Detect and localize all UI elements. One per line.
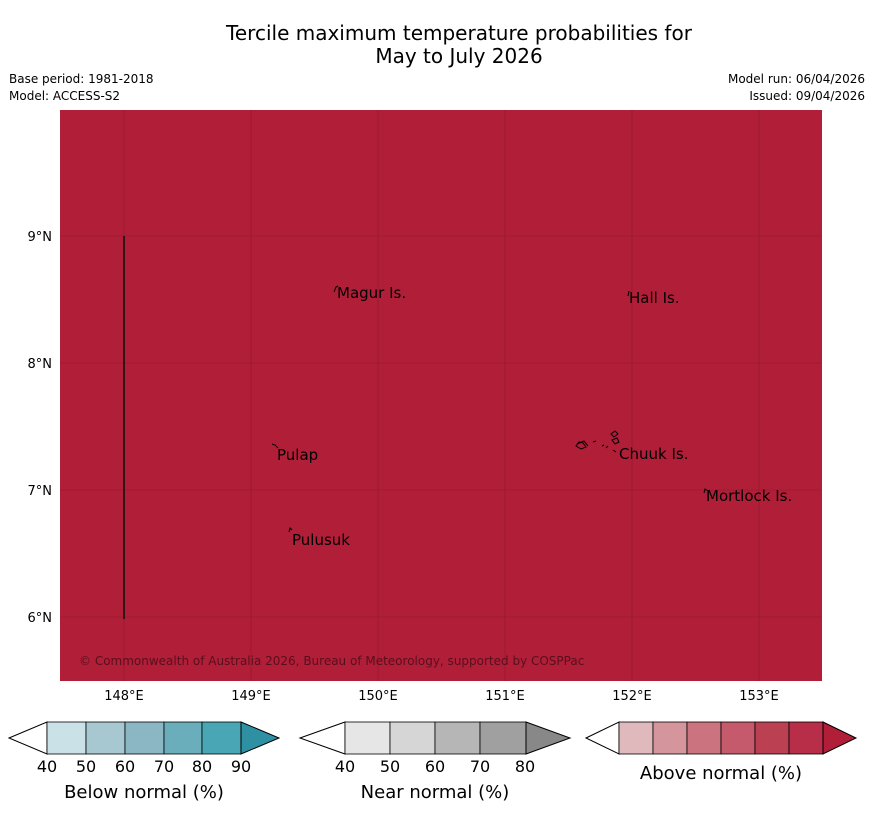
colorbar-near-tick-60: 60	[425, 757, 445, 776]
colorbar-near-label: Near normal (%)	[361, 782, 510, 803]
place-label-hall: Hall Is.	[629, 289, 680, 307]
colorbar-below-label: Below normal (%)	[64, 782, 224, 803]
lat-tick-8n: 8°N	[28, 357, 53, 372]
chuuk-lagoon-islands	[575, 430, 620, 453]
island-pulusuk	[288, 527, 293, 533]
gridlines	[60, 110, 822, 681]
colorbar-below-tick-70: 70	[154, 757, 174, 776]
colorbar-below-segment-4	[163, 721, 203, 755]
title-line-1: Tercile maximum temperature probabilitie…	[226, 21, 692, 45]
copyright-notice: © Commonwealth of Australia 2026, Bureau…	[79, 654, 584, 668]
place-label-chuuk: Chuuk Is.	[619, 445, 688, 463]
colorbar-above-segment-3	[686, 721, 722, 755]
place-label-pulusuk: Pulusuk	[292, 531, 350, 549]
meta-left: Base period: 1981-2018 Model: ACCESS-S2	[9, 71, 154, 105]
colorbar-below-extend-high	[240, 721, 281, 755]
base-period: Base period: 1981-2018	[9, 72, 154, 86]
island-magur	[333, 285, 339, 293]
colorbar-near-segment-3	[434, 721, 481, 755]
colorbar-above-normal: Above normal (%)	[584, 721, 858, 784]
colorbar-above-segment-4	[720, 721, 756, 755]
colorbar-below-segment-1	[46, 721, 87, 755]
issued-date: Issued: 09/04/2026	[749, 89, 865, 103]
model-run: Model run: 06/04/2026	[727, 72, 865, 86]
colorbar-below-segment-5	[201, 721, 242, 755]
lon-tick-151e: 151°E	[485, 689, 525, 704]
lon-tick-152e: 152°E	[612, 689, 652, 704]
colorbar-near-extend-high	[525, 721, 572, 755]
lon-tick-148e: 148°E	[104, 689, 144, 704]
map-area[interactable]	[60, 110, 822, 681]
colorbar-below-segment-3	[124, 721, 165, 755]
island-pulap	[271, 443, 279, 449]
lon-tick-149e: 149°E	[231, 689, 271, 704]
colorbar-below-tick-80: 80	[192, 757, 212, 776]
lat-tick-6n: 6°N	[28, 611, 53, 626]
meta-right: Model run: 06/04/2026 Issued: 09/04/2026	[728, 71, 865, 105]
chart-title: Tercile maximum temperature probabilitie…	[0, 22, 873, 68]
colorbar-near-tick-40: 40	[335, 757, 355, 776]
colorbar-below-tick-60: 60	[115, 757, 135, 776]
colorbar-near-tick-50: 50	[380, 757, 400, 776]
colorbar-above-segment-2	[652, 721, 688, 755]
colorbar-near-extend-low	[298, 721, 346, 755]
lat-tick-9n: 9°N	[28, 230, 53, 245]
colorbar-above-label: Above normal (%)	[640, 763, 802, 784]
model-name: Model: ACCESS-S2	[9, 89, 121, 103]
place-label-magur: Magur Is.	[337, 284, 406, 302]
island-hall	[627, 290, 630, 297]
colorbar-above-segment-5	[754, 721, 790, 755]
colorbar-below-segment-2	[85, 721, 126, 755]
colorbar-near-tick-70: 70	[470, 757, 490, 776]
place-label-pulap: Pulap	[277, 446, 318, 464]
colorbar-below-extend-low	[7, 721, 48, 755]
colorbar-near-tick-80: 80	[515, 757, 535, 776]
island-mortlock	[703, 488, 709, 494]
lon-tick-153e: 153°E	[739, 689, 779, 704]
islands	[271, 285, 709, 533]
colorbar-near-normal: 40 50 60 70 80 Near normal (%)	[298, 721, 572, 803]
lon-tick-150e: 150°E	[358, 689, 398, 704]
colorbar-below-tick-50: 50	[76, 757, 96, 776]
colorbar-above-segment-6	[788, 721, 824, 755]
title-line-2: May to July 2026	[375, 44, 543, 68]
colorbar-above-segment-1	[618, 721, 654, 755]
colorbar-above-extend-low	[584, 721, 620, 755]
colorbar-below-normal: 40 50 60 70 80 90 Below normal (%)	[7, 721, 281, 803]
colorbar-near-segment-1	[344, 721, 391, 755]
colorbar-above-extend-high	[822, 721, 858, 755]
colorbar-near-segment-2	[389, 721, 436, 755]
colorbar-below-tick-90: 90	[231, 757, 251, 776]
colorbar-below-tick-40: 40	[37, 757, 57, 776]
lat-tick-7n: 7°N	[28, 484, 53, 499]
colorbar-near-segment-4	[479, 721, 527, 755]
place-label-mortlock: Mortlock Is.	[706, 487, 792, 505]
